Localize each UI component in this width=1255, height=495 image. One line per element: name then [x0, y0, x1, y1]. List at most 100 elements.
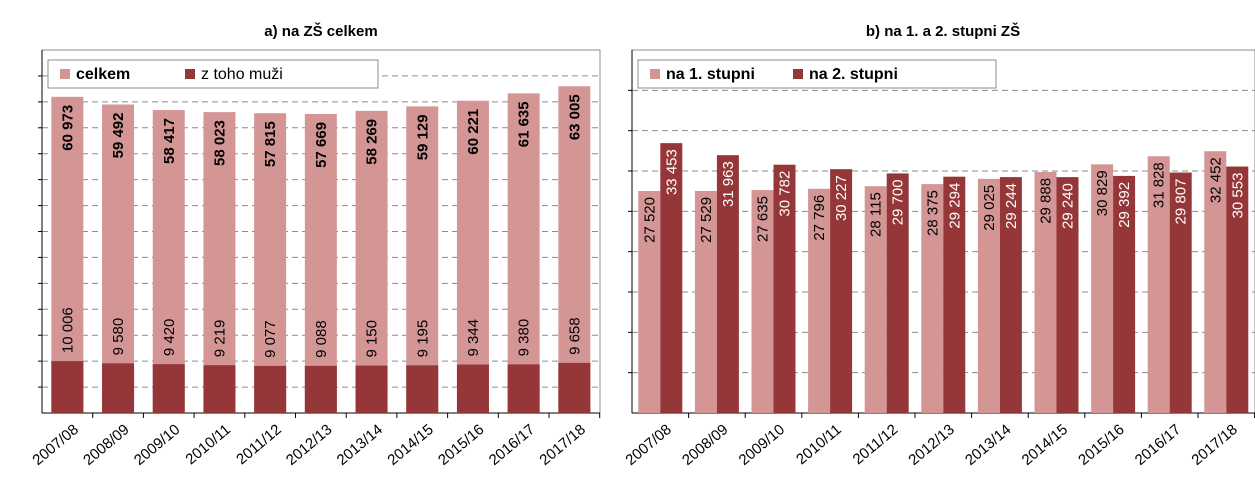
value-label: 9 150 [364, 320, 381, 358]
value-label: 59 492 [110, 112, 127, 158]
category-label: 2012/13 [905, 421, 957, 469]
category-label: 2011/12 [233, 421, 285, 468]
bar-na-1-stupni [1034, 171, 1057, 413]
value-label: 29 294 [946, 183, 963, 229]
bar-z-toho-muži [254, 365, 287, 413]
value-label: 29 888 [1038, 178, 1055, 224]
value-label: 28 375 [924, 190, 941, 236]
bar-celkem [355, 110, 388, 413]
bar-na-2-stupni [1056, 177, 1079, 413]
bar-celkem [254, 113, 287, 413]
bar-celkem [51, 96, 84, 414]
category-label: 2017/18 [536, 421, 588, 469]
bar-celkem [304, 113, 337, 414]
legend-label: na 1. stupni [666, 66, 755, 83]
category-label: 2008/09 [679, 421, 731, 469]
legend-label: celkem [76, 66, 130, 83]
chart-title: a) na ZŠ celkem [264, 22, 377, 40]
category-label: 2009/10 [736, 421, 788, 469]
legend-swatch [793, 69, 803, 79]
value-label: 9 344 [465, 319, 482, 357]
value-label: 9 077 [262, 320, 279, 358]
bar-z-toho-muži [152, 364, 185, 413]
bar-na-2-stupni [830, 169, 853, 413]
value-label: 33 453 [663, 149, 680, 195]
bar-na-1-stupni [808, 188, 831, 413]
bar-celkem [507, 93, 540, 413]
category-label: 2013/14 [962, 421, 1014, 469]
legend [637, 59, 997, 89]
value-label: 9 580 [110, 318, 127, 356]
bar-z-toho-muži [203, 365, 236, 413]
value-label: 58 417 [161, 118, 178, 164]
bar-z-toho-muži [507, 364, 540, 413]
category-label: 2012/13 [283, 421, 335, 469]
bar-celkem [456, 100, 489, 414]
bar-na-1-stupni [1091, 164, 1114, 413]
bar-z-toho-muži [102, 363, 135, 413]
value-label: 31 828 [1151, 162, 1168, 208]
category-label: 2008/09 [80, 421, 132, 469]
value-label: 30 227 [833, 175, 850, 221]
value-label: 10 006 [59, 307, 76, 353]
bar-celkem [102, 104, 135, 413]
value-label: 9 658 [566, 317, 583, 355]
value-label: 60 973 [59, 105, 76, 151]
legend-swatch [650, 69, 660, 79]
category-label: 2010/11 [182, 421, 234, 468]
bar-na-1-stupni [977, 178, 1000, 413]
category-label: 2011/12 [850, 421, 902, 468]
bar-z-toho-muži [406, 365, 439, 413]
bar-na-2-stupni [886, 173, 909, 413]
category-label: 2010/11 [793, 421, 845, 468]
bar-na-2-stupni [773, 164, 796, 413]
bar-na-2-stupni [716, 155, 739, 413]
bar-na-1-stupni [1204, 151, 1227, 414]
value-label: 9 380 [516, 319, 533, 357]
category-label: 2016/17 [1132, 421, 1184, 469]
value-label: 29 025 [981, 185, 998, 231]
value-label: 61 635 [516, 101, 533, 147]
bar-na-2-stupni [943, 176, 966, 413]
value-label: 29 807 [1173, 179, 1190, 225]
value-label: 28 115 [868, 192, 885, 237]
chart-2: b) na 1. a 2. stupni ZŠ 27 520 33 453 2007/… [622, 22, 1255, 469]
bar-z-toho-muži [304, 365, 337, 413]
value-label: 30 829 [1094, 170, 1111, 216]
category-label: 2015/16 [1075, 421, 1127, 469]
category-label: 2013/14 [334, 421, 386, 469]
bar-na-2-stupni [1113, 175, 1136, 413]
bar-celkem [406, 106, 439, 413]
legend-label: na 2. stupni [809, 66, 898, 83]
value-label: 60 221 [465, 109, 482, 155]
legend [47, 59, 379, 89]
value-label: 29 392 [1116, 182, 1133, 228]
value-label: 29 700 [890, 179, 907, 225]
value-label: 32 452 [1207, 157, 1224, 203]
bar-na-1-stupni [921, 184, 944, 413]
bar-z-toho-muži [558, 362, 591, 413]
category-label: 2014/15 [384, 421, 436, 469]
bar-celkem [558, 86, 591, 413]
legend-label: z toho muži [201, 66, 283, 83]
bar-z-toho-muži [355, 365, 388, 413]
category-label: 2007/08 [29, 421, 81, 469]
value-label: 58 269 [364, 119, 381, 165]
legend-swatch [185, 69, 195, 79]
value-label: 63 005 [566, 94, 583, 140]
value-label: 57 815 [262, 121, 279, 167]
chart-title: b) na 1. a 2. stupni ZŠ [866, 22, 1020, 40]
value-label: 27 520 [641, 197, 658, 243]
category-label: 2016/17 [486, 421, 538, 469]
category-label: 2017/18 [1188, 421, 1240, 469]
bar-na-1-stupni [864, 186, 887, 413]
bar-na-1-stupni [638, 191, 661, 413]
value-label: 9 219 [211, 320, 228, 358]
value-label: 29 240 [1060, 183, 1077, 229]
value-label: 30 782 [777, 171, 794, 217]
bar-na-2-stupni [1226, 166, 1249, 413]
value-label: 9 088 [313, 320, 330, 358]
bar-celkem [203, 112, 236, 413]
